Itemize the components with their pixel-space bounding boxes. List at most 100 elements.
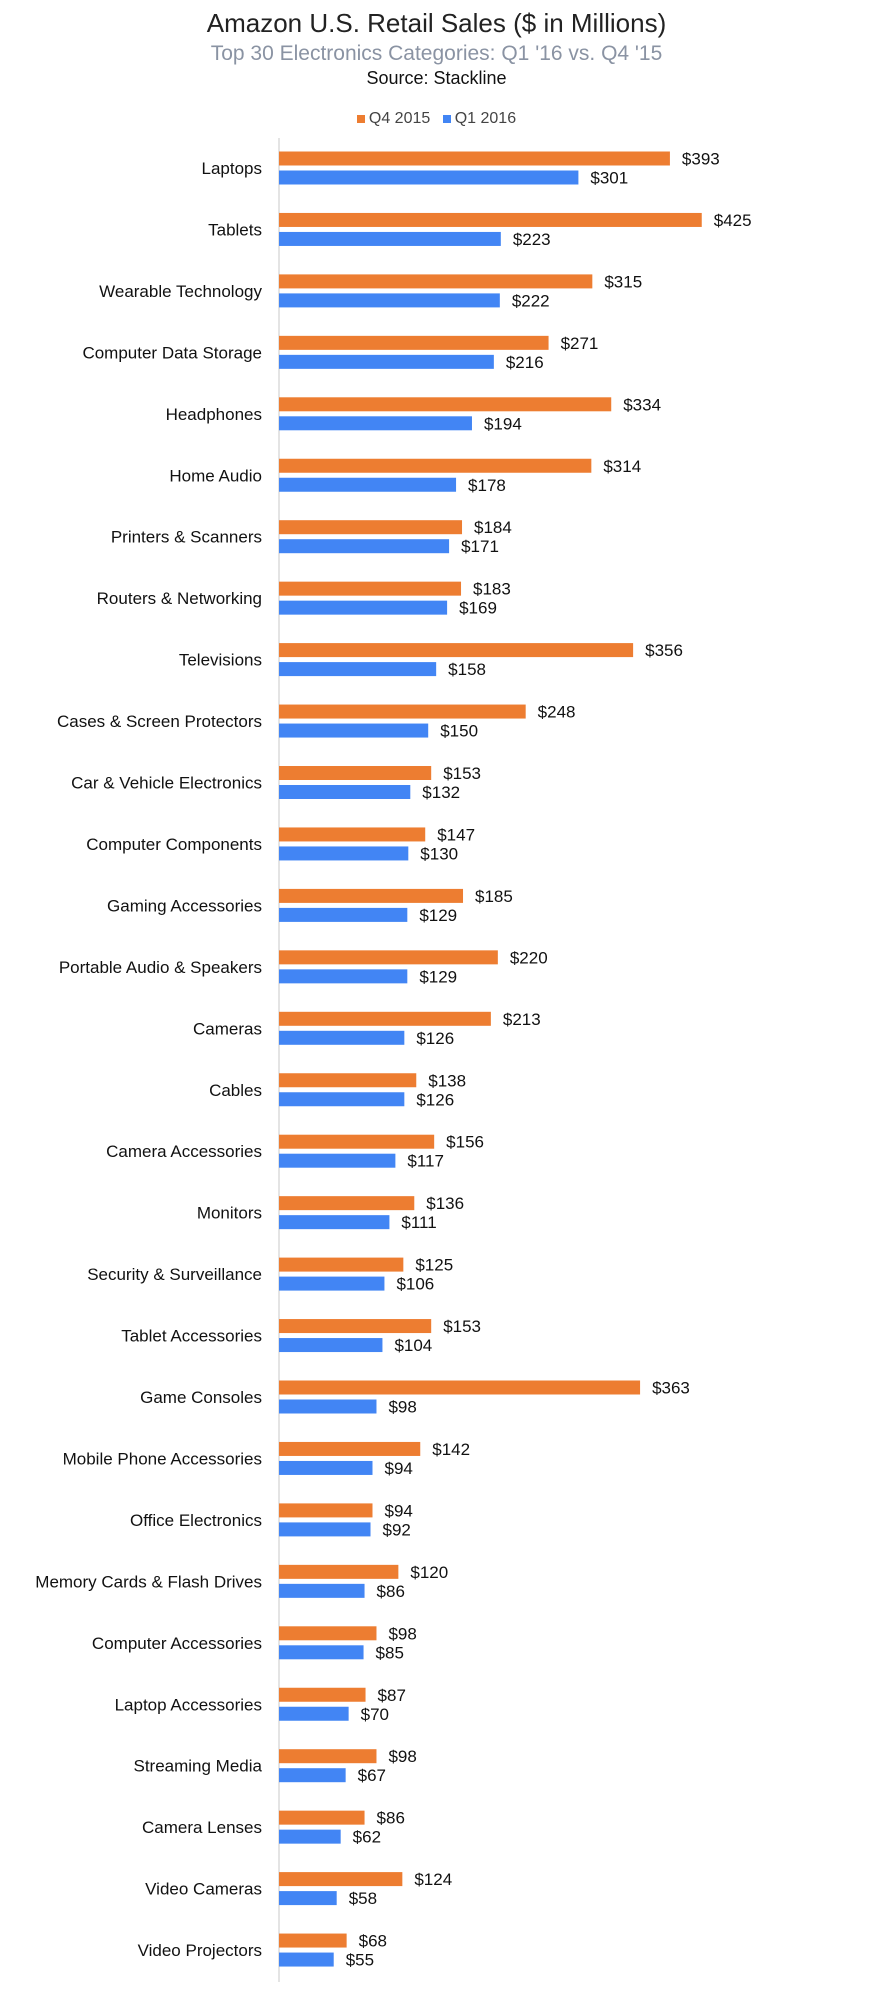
bar-q1-2016-security-and-surveillance bbox=[279, 1276, 385, 1291]
bar-q1-2016-home-audio bbox=[279, 477, 457, 492]
bar-q1-2016-wearable-technology bbox=[279, 293, 500, 308]
category-label-cases-and-screen-protectors: Cases & Screen Protectors bbox=[57, 712, 262, 731]
bar-q1-2016-computer-accessories bbox=[279, 1645, 364, 1660]
value-label-q4-2015-video-projectors: $68 bbox=[359, 1932, 387, 1951]
chart-subtitle: Top 30 Electronics Categories: Q1 '16 vs… bbox=[210, 42, 663, 65]
value-label-q4-2015-game-consoles: $363 bbox=[652, 1379, 690, 1398]
legend-label-q4-2015: Q4 2015 bbox=[368, 110, 431, 127]
category-label-video-projectors: Video Projectors bbox=[138, 1941, 262, 1960]
bar-q4-2015-cases-and-screen-protectors bbox=[279, 704, 526, 719]
bar-q4-2015-tablets bbox=[279, 212, 702, 227]
bar-q1-2016-memory-cards-and-flash-drives bbox=[279, 1583, 365, 1598]
value-label-q1-2016-streaming-media: $67 bbox=[358, 1766, 386, 1785]
value-label-q1-2016-portable-audio-and-speakers: $129 bbox=[419, 967, 457, 986]
value-label-q4-2015-computer-accessories: $98 bbox=[388, 1624, 416, 1643]
bar-q1-2016-monitors bbox=[279, 1215, 390, 1230]
value-label-q4-2015-monitors: $136 bbox=[426, 1194, 464, 1213]
bar-q1-2016-mobile-phone-accessories bbox=[279, 1460, 373, 1475]
value-label-q4-2015-car-and-vehicle-electronics: $153 bbox=[443, 764, 481, 783]
bar-q4-2015-computer-data-storage bbox=[279, 335, 549, 350]
value-label-q1-2016-camera-lenses: $62 bbox=[353, 1828, 381, 1847]
category-label-camera-accessories: Camera Accessories bbox=[106, 1142, 262, 1161]
category-label-cameras: Cameras bbox=[193, 1019, 262, 1038]
bar-q4-2015-streaming-media bbox=[279, 1749, 377, 1764]
bar-q4-2015-wearable-technology bbox=[279, 274, 593, 289]
value-label-q1-2016-televisions: $158 bbox=[448, 660, 486, 679]
value-label-q1-2016-video-cameras: $58 bbox=[349, 1889, 377, 1908]
value-label-q4-2015-portable-audio-and-speakers: $220 bbox=[510, 948, 548, 967]
bar-q4-2015-video-projectors bbox=[279, 1933, 347, 1948]
bar-q1-2016-computer-data-storage bbox=[279, 354, 494, 369]
legend-label-q1-2016: Q1 2016 bbox=[454, 110, 517, 127]
bar-q4-2015-monitors bbox=[279, 1196, 415, 1211]
value-label-q1-2016-computer-accessories: $85 bbox=[376, 1643, 404, 1662]
value-label-q1-2016-monitors: $111 bbox=[401, 1213, 436, 1232]
bar-q1-2016-televisions bbox=[279, 662, 437, 677]
value-label-q1-2016-computer-data-storage: $216 bbox=[506, 353, 544, 372]
bar-q1-2016-portable-audio-and-speakers bbox=[279, 969, 408, 984]
category-label-laptop-accessories: Laptop Accessories bbox=[115, 1695, 262, 1714]
value-label-q4-2015-routers-and-networking: $183 bbox=[473, 580, 511, 599]
bar-q4-2015-routers-and-networking bbox=[279, 581, 462, 596]
value-label-q4-2015-video-cameras: $124 bbox=[414, 1870, 452, 1889]
bar-q4-2015-cables bbox=[279, 1073, 417, 1088]
bar-q4-2015-camera-accessories bbox=[279, 1134, 435, 1149]
value-label-q4-2015-home-audio: $314 bbox=[603, 457, 641, 476]
value-label-q1-2016-video-projectors: $55 bbox=[346, 1951, 374, 1970]
category-label-portable-audio-and-speakers: Portable Audio & Speakers bbox=[59, 958, 262, 977]
legend-item-q4-2015: Q4 2015 bbox=[356, 110, 431, 128]
bar-q1-2016-cameras bbox=[279, 1030, 405, 1045]
bar-q4-2015-game-consoles bbox=[279, 1380, 641, 1395]
bar-q1-2016-printers-and-scanners bbox=[279, 539, 450, 554]
value-label-q4-2015-printers-and-scanners: $184 bbox=[474, 518, 512, 537]
value-label-q1-2016-tablets: $223 bbox=[513, 230, 551, 249]
value-label-q1-2016-wearable-technology: $222 bbox=[512, 291, 550, 310]
bar-q1-2016-game-consoles bbox=[279, 1399, 377, 1414]
bar-q1-2016-computer-components bbox=[279, 846, 409, 861]
value-label-q4-2015-computer-data-storage: $271 bbox=[561, 334, 599, 353]
bar-q4-2015-home-audio bbox=[279, 458, 592, 473]
category-label-home-audio: Home Audio bbox=[169, 466, 262, 485]
bar-q1-2016-camera-accessories bbox=[279, 1153, 396, 1168]
value-label-q1-2016-routers-and-networking: $169 bbox=[459, 599, 497, 618]
value-label-q1-2016-tablet-accessories: $104 bbox=[394, 1336, 432, 1355]
category-label-mobile-phone-accessories: Mobile Phone Accessories bbox=[63, 1449, 262, 1468]
chart-source: Source: Stackline bbox=[366, 68, 507, 88]
bar-q4-2015-printers-and-scanners bbox=[279, 520, 463, 535]
bar-q1-2016-cables bbox=[279, 1092, 405, 1107]
value-label-q4-2015-cables: $138 bbox=[428, 1071, 466, 1090]
bar-q1-2016-cases-and-screen-protectors bbox=[279, 723, 429, 738]
value-label-q4-2015-headphones: $334 bbox=[623, 395, 661, 414]
category-label-gaming-accessories: Gaming Accessories bbox=[107, 896, 262, 915]
value-label-q1-2016-office-electronics: $92 bbox=[383, 1520, 411, 1539]
category-label-tablets: Tablets bbox=[208, 220, 262, 239]
value-label-q1-2016-gaming-accessories: $129 bbox=[419, 906, 457, 925]
value-label-q4-2015-computer-components: $147 bbox=[437, 825, 475, 844]
bar-q4-2015-headphones bbox=[279, 397, 612, 412]
value-label-q4-2015-streaming-media: $98 bbox=[388, 1747, 416, 1766]
value-label-q1-2016-game-consoles: $98 bbox=[388, 1398, 416, 1417]
bar-q1-2016-video-projectors bbox=[279, 1952, 334, 1967]
value-label-q1-2016-laptop-accessories: $70 bbox=[361, 1705, 389, 1724]
bar-q4-2015-computer-components bbox=[279, 827, 426, 842]
bar-q4-2015-televisions bbox=[279, 643, 634, 658]
category-label-car-and-vehicle-electronics: Car & Vehicle Electronics bbox=[71, 774, 262, 793]
category-label-headphones: Headphones bbox=[166, 405, 262, 424]
bar-q1-2016-video-cameras bbox=[279, 1891, 337, 1906]
bar-q1-2016-laptops bbox=[279, 170, 579, 185]
bar-q4-2015-laptop-accessories bbox=[279, 1687, 366, 1702]
bar-q1-2016-tablet-accessories bbox=[279, 1338, 383, 1353]
value-label-q4-2015-mobile-phone-accessories: $142 bbox=[432, 1440, 470, 1459]
value-label-q1-2016-computer-components: $130 bbox=[420, 844, 458, 863]
bar-q1-2016-office-electronics bbox=[279, 1522, 371, 1537]
bar-q1-2016-car-and-vehicle-electronics bbox=[279, 785, 411, 799]
legend-item-q1-2016: Q1 2016 bbox=[442, 110, 517, 128]
category-label-streaming-media: Streaming Media bbox=[133, 1757, 262, 1776]
value-label-q1-2016-cables: $126 bbox=[416, 1090, 454, 1109]
bar-q4-2015-memory-cards-and-flash-drives bbox=[279, 1564, 399, 1579]
category-label-televisions: Televisions bbox=[179, 651, 262, 670]
value-label-q1-2016-memory-cards-and-flash-drives: $86 bbox=[377, 1582, 405, 1601]
category-label-routers-and-networking: Routers & Networking bbox=[97, 589, 262, 608]
legend-swatch-q4-2015 bbox=[356, 115, 365, 123]
